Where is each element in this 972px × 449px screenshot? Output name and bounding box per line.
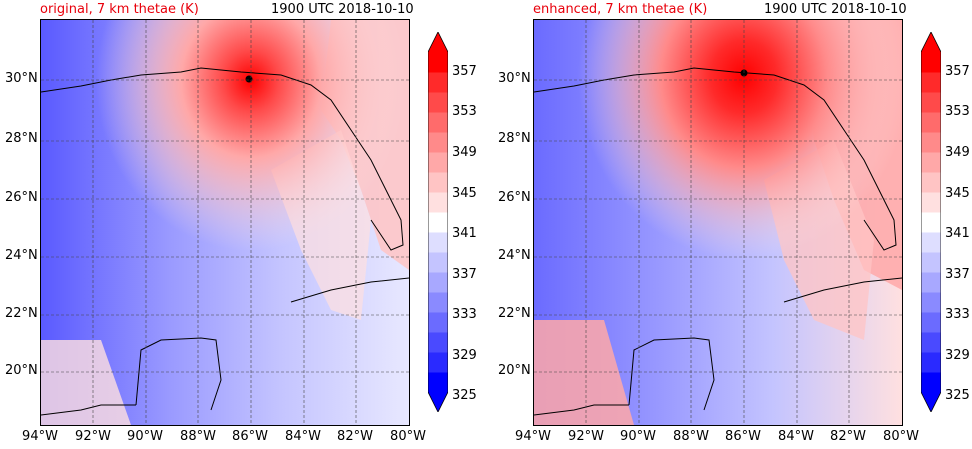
- colorbar-tick: 329: [945, 348, 970, 363]
- map-original: [40, 19, 410, 426]
- colorbar-tick: 349: [452, 145, 477, 160]
- lon-label: 88°W: [180, 429, 216, 444]
- map-field-original: [41, 20, 409, 425]
- colorbar: [920, 31, 942, 413]
- colorbar-segment: [921, 172, 941, 193]
- colorbar-segment: [428, 252, 448, 273]
- colorbar-segment: [921, 212, 941, 233]
- colorbar-segment: [428, 292, 448, 313]
- colorbar-segment: [428, 352, 448, 373]
- colorbar-segment: [921, 372, 941, 393]
- colorbar-segment: [428, 172, 448, 193]
- lon-label: 80°W: [390, 429, 426, 444]
- colorbar-segment: [428, 152, 448, 173]
- lon-label: 90°W: [620, 429, 656, 444]
- colorbar-segment: [921, 352, 941, 373]
- lat-label: 26°N: [5, 190, 38, 205]
- colorbar-segment: [921, 132, 941, 153]
- lat-label: 22°N: [498, 306, 531, 321]
- colorbar-extend-over: [428, 32, 448, 52]
- colorbar-segment: [428, 192, 448, 213]
- colorbar-segment: [921, 252, 941, 273]
- colorbar-segment: [428, 92, 448, 113]
- lat-label: 28°N: [5, 131, 38, 146]
- colorbar-tick: 349: [945, 145, 970, 160]
- lon-label: 84°W: [778, 429, 814, 444]
- colorbar-graphic: [427, 31, 449, 413]
- colorbar-tick: 333: [452, 307, 477, 322]
- colorbar-segment: [428, 212, 448, 233]
- colorbar-segment: [428, 52, 448, 73]
- lat-label: 22°N: [5, 306, 38, 321]
- colorbar-tick: 353: [452, 104, 477, 119]
- colorbar-segment: [428, 112, 448, 133]
- lon-label: 94°W: [22, 429, 58, 444]
- colorbar: [427, 31, 449, 413]
- colorbar-tick: 341: [452, 226, 477, 241]
- colorbar-segment: [921, 312, 941, 333]
- map-enhanced: [533, 19, 903, 426]
- colorbar-segment: [428, 272, 448, 293]
- colorbar-segment: [921, 112, 941, 133]
- colorbar-tick: 337: [452, 267, 477, 282]
- map-field-enhanced: [534, 20, 902, 425]
- colorbar-segment: [921, 272, 941, 293]
- colorbar-segment: [921, 232, 941, 253]
- panel-timestamp: 1900 UTC 2018-10-10: [764, 2, 907, 17]
- lat-label: 28°N: [498, 131, 531, 146]
- lon-label: 86°W: [725, 429, 761, 444]
- colorbar-segment: [428, 232, 448, 253]
- lat-label: 30°N: [498, 71, 531, 86]
- colorbar-extend-under: [921, 392, 941, 412]
- lon-label: 88°W: [673, 429, 709, 444]
- colorbar-segment: [921, 52, 941, 73]
- lat-label: 24°N: [498, 248, 531, 263]
- lon-label: 82°W: [337, 429, 373, 444]
- lon-label: 80°W: [883, 429, 919, 444]
- colorbar-tick: 329: [452, 348, 477, 363]
- colorbar-tick: 353: [945, 104, 970, 119]
- lon-label: 86°W: [232, 429, 268, 444]
- colorbar-tick: 333: [945, 307, 970, 322]
- lon-label: 82°W: [830, 429, 866, 444]
- colorbar-tick: 357: [452, 64, 477, 79]
- colorbar-tick: 337: [945, 267, 970, 282]
- colorbar-graphic: [920, 31, 942, 413]
- colorbar-segment: [428, 332, 448, 353]
- colorbar-tick: 325: [452, 388, 477, 403]
- lon-label: 90°W: [127, 429, 163, 444]
- lon-label: 92°W: [568, 429, 604, 444]
- colorbar-segment: [921, 72, 941, 93]
- panel-timestamp: 1900 UTC 2018-10-10: [271, 2, 414, 17]
- colorbar-tick: 357: [945, 64, 970, 79]
- colorbar-segment: [428, 372, 448, 393]
- lat-label: 26°N: [498, 190, 531, 205]
- colorbar-segment: [921, 192, 941, 213]
- lat-label: 24°N: [5, 248, 38, 263]
- lon-label: 92°W: [75, 429, 111, 444]
- panel-title: enhanced, 7 km thetae (K): [533, 2, 708, 17]
- lat-label: 20°N: [498, 363, 531, 378]
- colorbar-segment: [921, 332, 941, 353]
- colorbar-segment: [428, 312, 448, 333]
- colorbar-segment: [428, 132, 448, 153]
- lat-label: 30°N: [5, 71, 38, 86]
- colorbar-segment: [921, 152, 941, 173]
- colorbar-tick: 325: [945, 388, 970, 403]
- colorbar-tick: 345: [945, 186, 970, 201]
- lon-label: 84°W: [285, 429, 321, 444]
- colorbar-extend-under: [428, 392, 448, 412]
- colorbar-segment: [428, 72, 448, 93]
- colorbar-tick: 345: [452, 186, 477, 201]
- colorbar-segment: [921, 92, 941, 113]
- panel-original: original, 7 km thetae (K) 1900 UTC 2018-…: [5, 2, 477, 444]
- colorbar-segment: [921, 292, 941, 313]
- colorbar-tick: 341: [945, 226, 970, 241]
- lat-label: 20°N: [5, 363, 38, 378]
- panel-title: original, 7 km thetae (K): [40, 2, 199, 17]
- panel-enhanced: enhanced, 7 km thetae (K) 1900 UTC 2018-…: [493, 0, 972, 449]
- colorbar-extend-over: [921, 32, 941, 52]
- lon-label: 94°W: [515, 429, 551, 444]
